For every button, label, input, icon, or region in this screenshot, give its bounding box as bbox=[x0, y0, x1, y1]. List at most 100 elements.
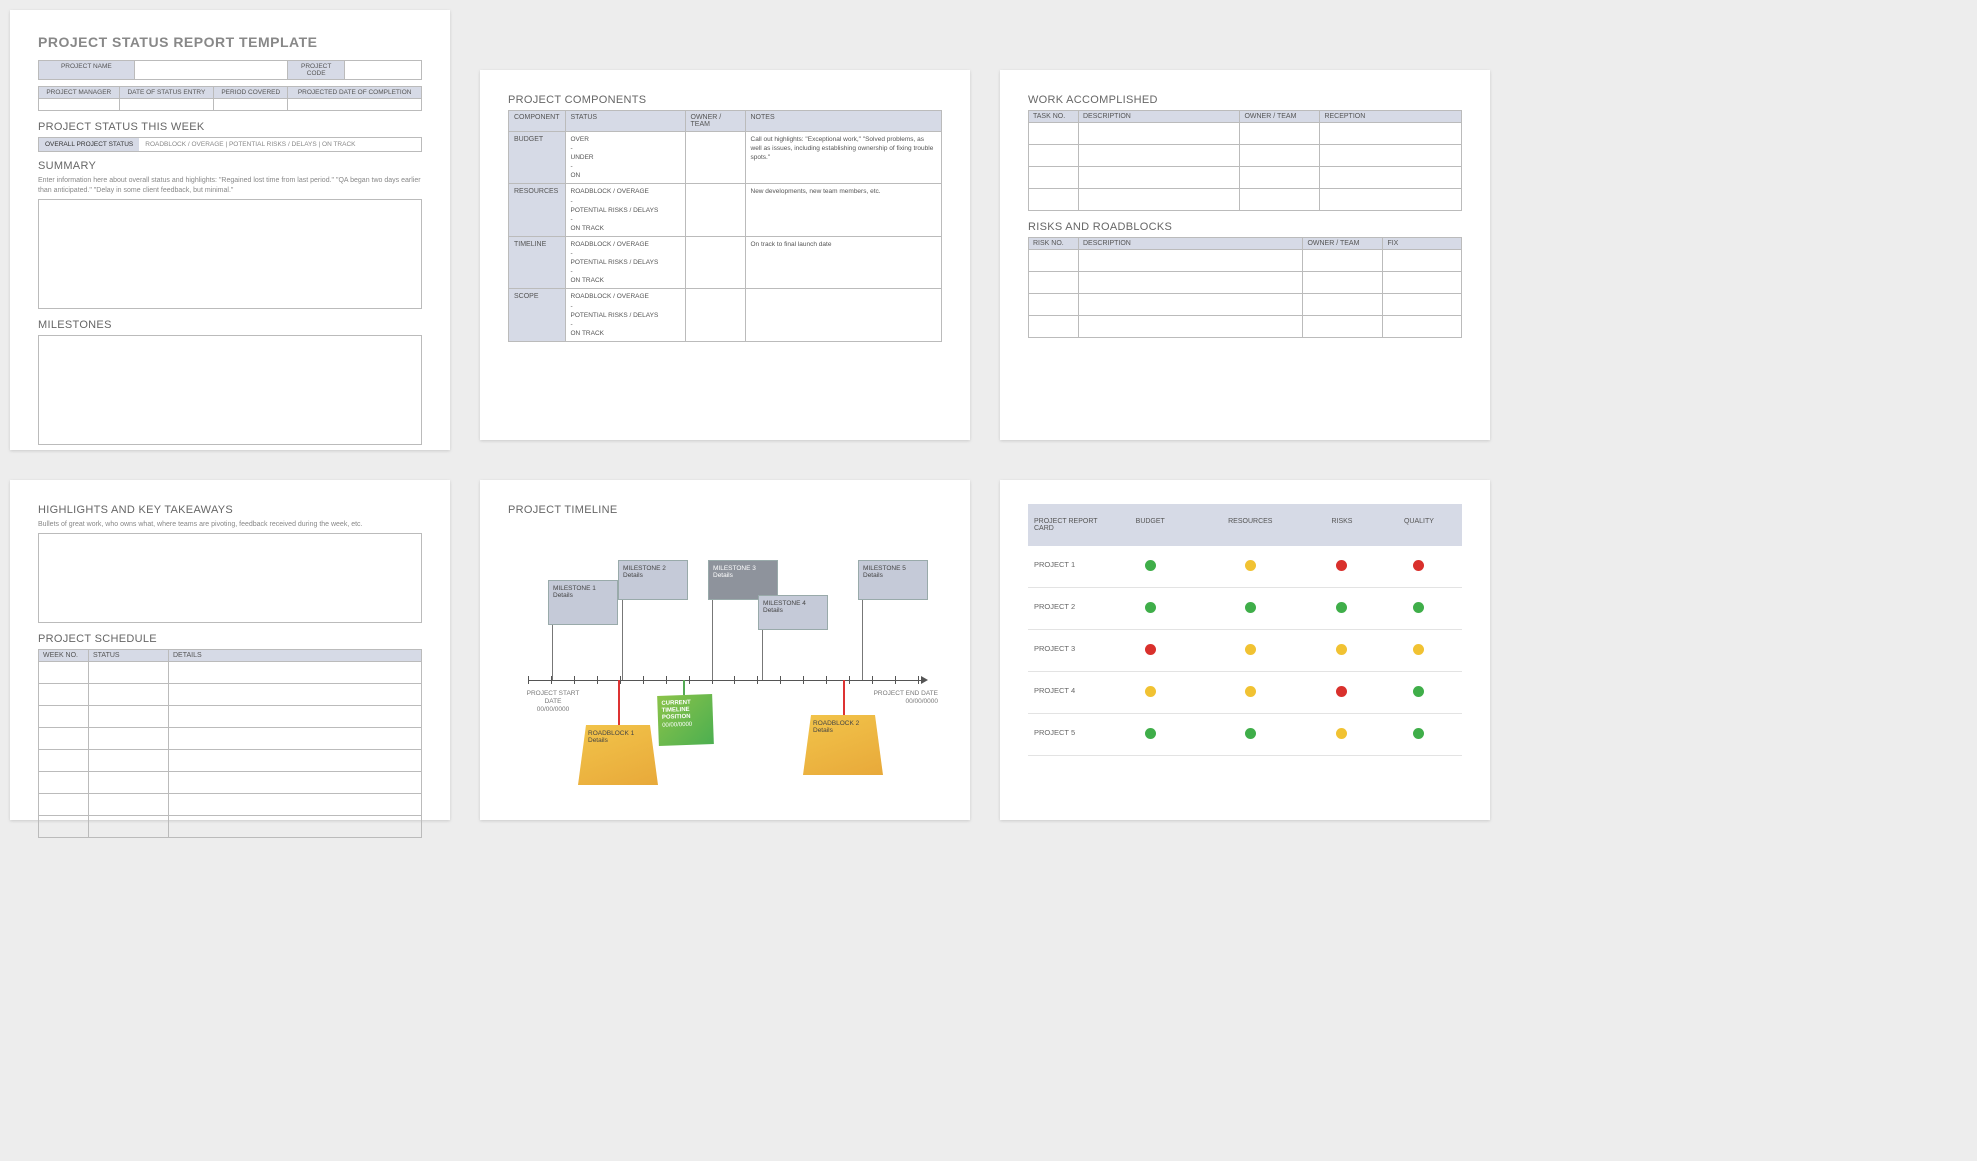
empty-cell[interactable] bbox=[169, 772, 422, 794]
status-dot-icon bbox=[1145, 560, 1156, 571]
status-dot-icon bbox=[1245, 602, 1256, 613]
empty-cell[interactable] bbox=[89, 728, 169, 750]
rc-status-cell bbox=[1308, 714, 1376, 756]
empty-cell[interactable] bbox=[1029, 123, 1079, 145]
status-dot-icon bbox=[1336, 728, 1347, 739]
schedule-table: WEEK NO. STATUS DETAILS bbox=[38, 649, 422, 838]
empty-cell[interactable] bbox=[169, 662, 422, 684]
empty-cell[interactable] bbox=[1303, 294, 1383, 316]
comp-col-status: STATUS bbox=[565, 111, 685, 132]
empty-cell[interactable] bbox=[39, 816, 89, 838]
empty-cell[interactable] bbox=[39, 684, 89, 706]
empty-cell[interactable] bbox=[1240, 145, 1320, 167]
empty-cell[interactable] bbox=[39, 772, 89, 794]
empty-cell[interactable] bbox=[1303, 250, 1383, 272]
empty-cell[interactable] bbox=[1079, 189, 1240, 211]
empty-cell[interactable] bbox=[89, 750, 169, 772]
empty-cell[interactable] bbox=[1079, 294, 1303, 316]
cell-project-code[interactable] bbox=[345, 61, 422, 80]
comp-row-status: ROADBLOCK / OVERAGE - POTENTIAL RISKS / … bbox=[565, 236, 685, 288]
empty-cell[interactable] bbox=[1079, 272, 1303, 294]
empty-cell[interactable] bbox=[1029, 316, 1079, 338]
empty-cell[interactable] bbox=[1383, 272, 1462, 294]
empty-cell[interactable] bbox=[39, 794, 89, 816]
milestone-detail: Details bbox=[713, 572, 773, 579]
empty-cell[interactable] bbox=[39, 662, 89, 684]
empty-cell[interactable] bbox=[1079, 316, 1303, 338]
milestone-detail: Details bbox=[863, 572, 923, 579]
page-timeline: PROJECT TIMELINE PROJECT START DATE00/00… bbox=[480, 480, 970, 820]
empty-cell[interactable] bbox=[1029, 189, 1079, 211]
rc-status-cell bbox=[1108, 546, 1192, 588]
empty-cell[interactable] bbox=[169, 728, 422, 750]
rc-row-label: PROJECT 5 bbox=[1028, 714, 1108, 756]
rc-status-cell bbox=[1192, 672, 1308, 714]
summary-box[interactable] bbox=[38, 199, 422, 309]
status-dot-icon bbox=[1245, 644, 1256, 655]
comp-row-label: BUDGET bbox=[509, 132, 566, 184]
highlights-title: HIGHLIGHTS AND KEY TAKEAWAYS bbox=[38, 504, 422, 516]
empty-cell[interactable] bbox=[89, 794, 169, 816]
empty-cell[interactable] bbox=[1079, 145, 1240, 167]
empty-cell[interactable] bbox=[1240, 189, 1320, 211]
empty-cell[interactable] bbox=[169, 816, 422, 838]
status-dot-icon bbox=[1145, 686, 1156, 697]
empty-cell[interactable] bbox=[1240, 167, 1320, 189]
empty-cell[interactable] bbox=[1079, 250, 1303, 272]
page-status-report: PROJECT STATUS REPORT TEMPLATE PROJECT N… bbox=[10, 10, 450, 450]
milestone-name: MILESTONE 3 bbox=[713, 565, 773, 572]
empty-cell[interactable] bbox=[89, 706, 169, 728]
empty-cell[interactable] bbox=[1079, 167, 1240, 189]
highlights-box[interactable] bbox=[38, 533, 422, 623]
milestone-box: MILESTONE 1Details bbox=[548, 580, 618, 625]
empty-cell[interactable] bbox=[1320, 145, 1462, 167]
week-title: PROJECT STATUS THIS WEEK bbox=[38, 121, 422, 133]
roadblock-label: ROADBLOCK 2Details bbox=[813, 720, 859, 734]
comp-row-owner[interactable] bbox=[685, 289, 745, 341]
empty-cell[interactable] bbox=[89, 816, 169, 838]
rc-row-label: PROJECT 1 bbox=[1028, 546, 1108, 588]
comp-row-owner[interactable] bbox=[685, 132, 745, 184]
cell-project-name[interactable] bbox=[134, 61, 287, 80]
rc-status-cell bbox=[1192, 630, 1308, 672]
comp-row-notes bbox=[745, 289, 942, 341]
overall-status-options: ROADBLOCK / OVERAGE | POTENTIAL RISKS / … bbox=[139, 138, 421, 151]
milestone-name: MILESTONE 1 bbox=[553, 585, 613, 592]
empty-cell[interactable] bbox=[1383, 316, 1462, 338]
empty-cell[interactable] bbox=[1029, 294, 1079, 316]
empty-cell[interactable] bbox=[39, 706, 89, 728]
empty-cell[interactable] bbox=[1383, 294, 1462, 316]
empty-cell[interactable] bbox=[1320, 123, 1462, 145]
empty-cell[interactable] bbox=[1029, 250, 1079, 272]
page-highlights-schedule: HIGHLIGHTS AND KEY TAKEAWAYS Bullets of … bbox=[10, 480, 450, 820]
empty-cell[interactable] bbox=[1320, 167, 1462, 189]
empty-cell[interactable] bbox=[169, 794, 422, 816]
status-dot-icon bbox=[1245, 560, 1256, 571]
empty-cell[interactable] bbox=[89, 684, 169, 706]
empty-cell[interactable] bbox=[39, 728, 89, 750]
empty-cell[interactable] bbox=[169, 706, 422, 728]
empty-cell[interactable] bbox=[1029, 272, 1079, 294]
empty-cell[interactable] bbox=[169, 684, 422, 706]
summary-title: SUMMARY bbox=[38, 160, 422, 172]
comp-row-owner[interactable] bbox=[685, 236, 745, 288]
rc-status-cell bbox=[1108, 588, 1192, 630]
empty-cell[interactable] bbox=[169, 750, 422, 772]
comp-col-notes: NOTES bbox=[745, 111, 942, 132]
milestones-box[interactable] bbox=[38, 335, 422, 445]
status-dot-icon bbox=[1145, 602, 1156, 613]
empty-cell[interactable] bbox=[1320, 189, 1462, 211]
empty-cell[interactable] bbox=[1303, 316, 1383, 338]
empty-cell[interactable] bbox=[1303, 272, 1383, 294]
empty-cell[interactable] bbox=[1029, 167, 1079, 189]
comp-row-owner[interactable] bbox=[685, 184, 745, 236]
empty-cell[interactable] bbox=[1029, 145, 1079, 167]
empty-cell[interactable] bbox=[1079, 123, 1240, 145]
empty-cell[interactable] bbox=[1383, 250, 1462, 272]
empty-cell[interactable] bbox=[89, 772, 169, 794]
empty-cell[interactable] bbox=[89, 662, 169, 684]
hdr-projected: PROJECTED DATE OF COMPLETION bbox=[288, 87, 422, 99]
empty-cell[interactable] bbox=[39, 750, 89, 772]
hdr-date-entry: DATE OF STATUS ENTRY bbox=[119, 87, 214, 99]
empty-cell[interactable] bbox=[1240, 123, 1320, 145]
